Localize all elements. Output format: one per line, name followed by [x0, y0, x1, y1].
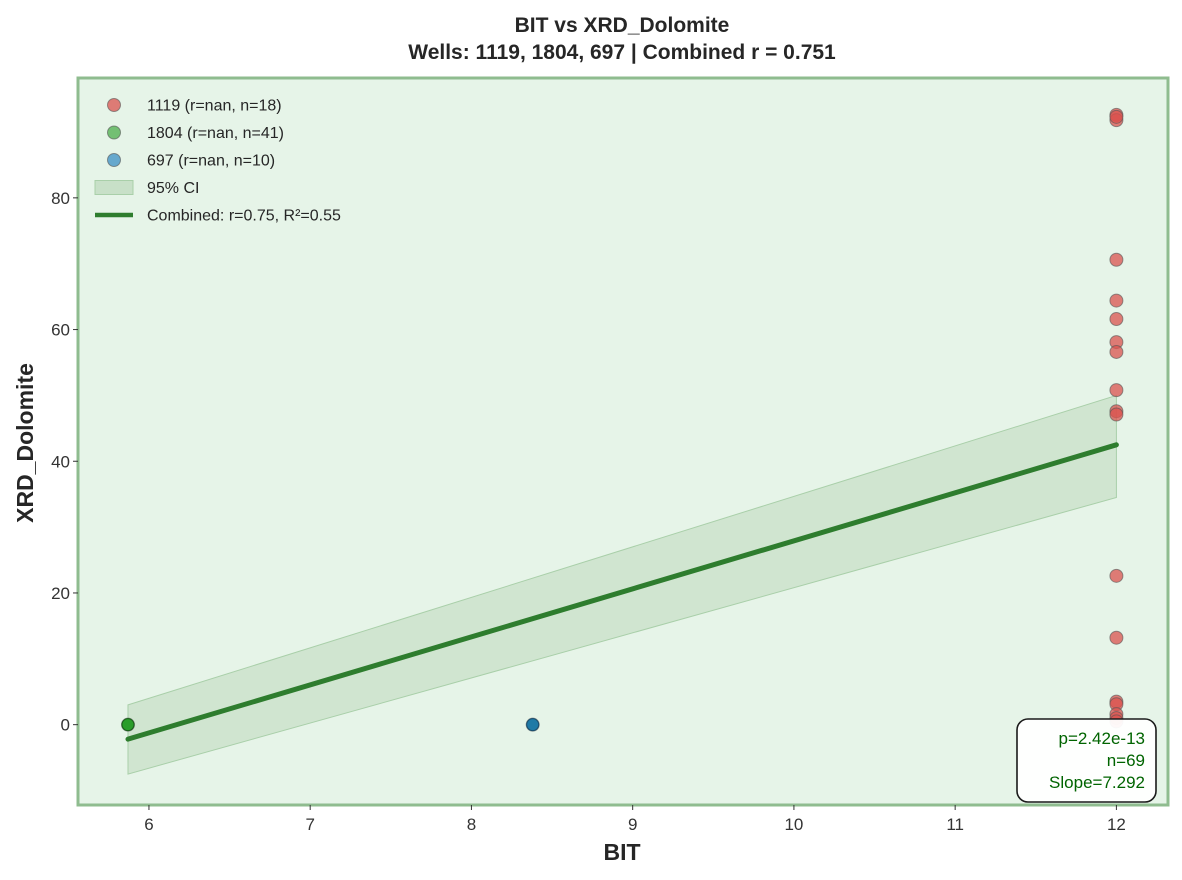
x-tick-label: 10 — [784, 815, 803, 834]
legend-marker — [107, 153, 121, 167]
x-tick-label: 6 — [144, 815, 153, 834]
data-point-series-0 — [1109, 630, 1124, 645]
data-point-series-0 — [1109, 312, 1124, 327]
y-axis-label: XRD_Dolomite — [12, 363, 38, 523]
data-point-overlay — [526, 718, 540, 732]
x-axis-ticks: 6 7 8 9 10 11 12 — [144, 805, 1126, 834]
fit-line — [125, 442, 1119, 742]
data-point-series-0 — [1109, 252, 1124, 267]
legend-label: Combined: r=0.75, R²=0.55 — [147, 208, 341, 225]
legend-ci-swatch — [94, 180, 134, 195]
legend: 1119 (r=nan, n=18) 1804 (r=nan, n=41) 697 … — [94, 98, 341, 225]
plot-frame — [76, 76, 1170, 807]
chart-subtitle: Wells: 1119, 1804, 697 | Combined r = 0.… — [408, 41, 836, 64]
x-tick-label: 12 — [1107, 815, 1126, 834]
chart-title: BIT vs XRD_Dolomite — [515, 14, 730, 37]
data-point-overlay — [121, 718, 135, 732]
data-point-series-0 — [1109, 344, 1124, 359]
stats-line: n=69 — [1107, 751, 1145, 770]
y-tick-label: 40 — [51, 452, 70, 471]
x-tick-label: 11 — [946, 815, 964, 834]
scatter-points — [120, 107, 1124, 732]
legend-label: 95% CI — [147, 180, 199, 197]
data-point-series-0 — [1109, 293, 1124, 308]
data-point-series-0 — [1109, 383, 1124, 398]
x-tick-label: 8 — [467, 815, 476, 834]
legend-label: 1804 (r=nan, n=41) — [147, 125, 284, 142]
y-tick-label: 80 — [51, 189, 70, 208]
data-point-series-0 — [1109, 109, 1124, 124]
legend-marker — [107, 98, 121, 112]
regression-line — [125, 442, 1119, 742]
y-tick-label: 0 — [61, 716, 70, 735]
ci-band — [127, 394, 1117, 775]
legend-label: 1119 (r=nan, n=18) — [147, 98, 282, 115]
stats-box: p=2.42e-13 n=69 Slope=7.292 — [1016, 718, 1157, 803]
y-tick-label: 20 — [51, 584, 70, 603]
y-tick-label: 60 — [51, 321, 70, 340]
stats-line: p=2.42e-13 — [1059, 729, 1146, 748]
x-axis-label: BIT — [603, 839, 640, 865]
data-point-series-0 — [1109, 568, 1124, 583]
stats-box-frame — [1016, 718, 1157, 803]
x-tick-label: 7 — [305, 815, 314, 834]
legend-marker — [107, 125, 121, 140]
data-point-series-0 — [1109, 407, 1124, 422]
x-tick-label: 9 — [628, 815, 637, 834]
legend-label: 697 (r=nan, n=10) — [147, 153, 275, 170]
stats-line: Slope=7.292 — [1049, 773, 1145, 792]
confidence-band — [127, 394, 1117, 775]
y-axis-ticks: 0 20 40 60 80 — [51, 189, 78, 735]
